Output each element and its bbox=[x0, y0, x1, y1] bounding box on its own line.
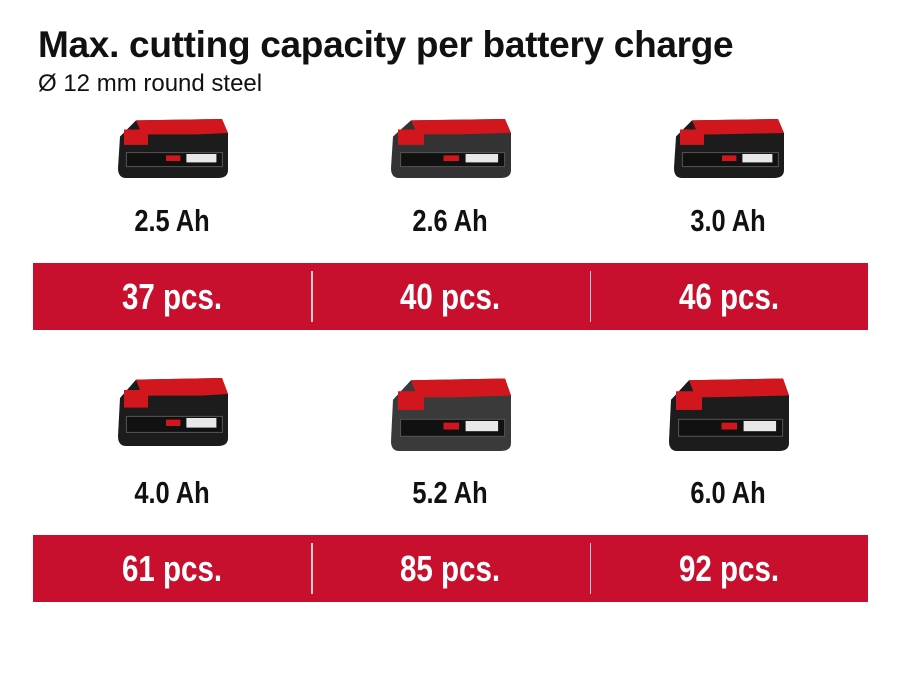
page-subtitle: Ø 12 mm round steel bbox=[38, 70, 263, 97]
result-cell: 46 pcs. bbox=[589, 263, 868, 330]
battery-capacity-label: 3.0 Ah bbox=[690, 203, 766, 238]
result-value: 92 pcs. bbox=[678, 547, 779, 589]
battery-pack-icon bbox=[589, 112, 867, 182]
battery-pack-icon bbox=[33, 370, 311, 450]
result-value: 46 pcs. bbox=[678, 275, 779, 317]
result-value: 40 pcs. bbox=[400, 275, 501, 317]
result-cell: 40 pcs. bbox=[311, 263, 589, 330]
battery-pack-icon bbox=[589, 370, 867, 455]
result-cell: 85 pcs. bbox=[311, 535, 589, 602]
battery-pack-icon bbox=[311, 370, 589, 455]
results-band: 61 pcs. 85 pcs. 92 pcs. bbox=[33, 535, 868, 602]
battery-capacity-label: 6.0 Ah bbox=[690, 475, 766, 510]
result-value: 37 pcs. bbox=[122, 275, 223, 317]
result-value: 61 pcs. bbox=[122, 547, 223, 589]
page-title: Max. cutting capacity per battery charge bbox=[38, 24, 734, 65]
result-cell: 37 pcs. bbox=[33, 263, 311, 330]
battery-pack-icon bbox=[311, 112, 589, 182]
battery-capacity-label: 5.2 Ah bbox=[412, 475, 488, 510]
battery-capacity-label: 2.5 Ah bbox=[134, 203, 210, 238]
results-band: 37 pcs. 40 pcs. 46 pcs. bbox=[33, 263, 868, 330]
result-cell: 92 pcs. bbox=[589, 535, 868, 602]
battery-pack-icon bbox=[33, 112, 311, 182]
result-value: 85 pcs. bbox=[400, 547, 501, 589]
result-cell: 61 pcs. bbox=[33, 535, 311, 602]
battery-capacity-label: 2.6 Ah bbox=[412, 203, 488, 238]
battery-capacity-label: 4.0 Ah bbox=[134, 475, 210, 510]
